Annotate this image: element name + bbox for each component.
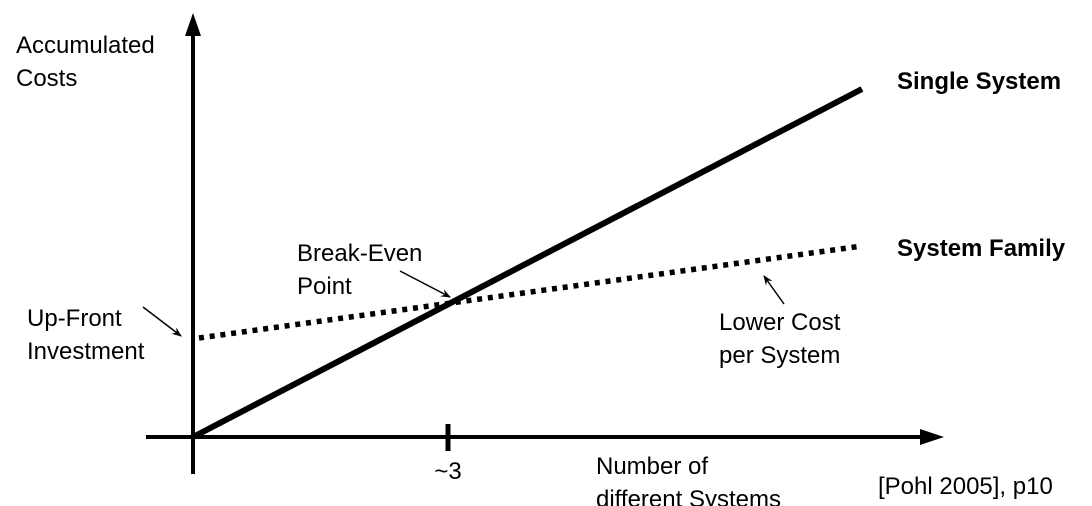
break-even-arrow-icon (399, 270, 451, 298)
break-even-annotation: Break-Even Point (297, 237, 422, 303)
x-axis-label: Number of different Systems (596, 450, 781, 506)
single-system-line (191, 86, 864, 440)
y-axis-arrowhead-icon (185, 13, 201, 36)
x-axis-label-line2: different Systems (596, 486, 781, 506)
x-axis-arrowhead-icon (920, 429, 944, 445)
up-front-investment-line2: Investment (27, 338, 145, 365)
up-front-investment-arrow-icon (142, 306, 182, 337)
y-axis-label: Accumulated Costs (16, 29, 155, 95)
break-even-annotation-line2: Point (297, 273, 352, 300)
lower-cost-annotation-line1: Lower Cost (719, 309, 841, 336)
break-even-annotation-line1: Break-Even (297, 240, 423, 267)
single-system-series-label: Single System (897, 68, 1062, 95)
source-citation: [Pohl 2005], p10 (878, 473, 1053, 500)
x-tick-label: ~3 (434, 458, 462, 485)
up-front-investment-annotation: Up-Front Investment (27, 302, 144, 368)
up-front-investment-line1: Up-Front (27, 305, 122, 332)
y-axis-label-line1: Accumulated (16, 32, 155, 59)
lower-cost-annotation-line2: per System (719, 342, 841, 369)
y-axis-label-line2: Costs (16, 65, 78, 92)
lower-cost-arrow-icon (763, 275, 785, 305)
system-family-line (198, 243, 863, 341)
lower-cost-annotation: Lower Cost per System (719, 306, 840, 372)
system-family-series-label: System Family (897, 235, 1066, 262)
x-axis-label-line1: Number of (596, 453, 709, 480)
